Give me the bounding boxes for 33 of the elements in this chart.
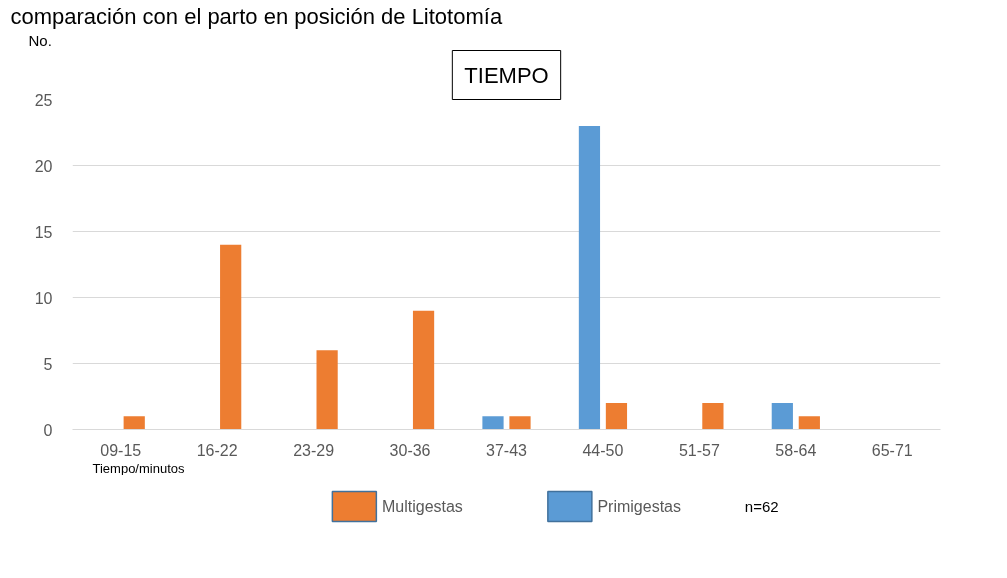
bar (509, 416, 531, 430)
x-tick-label: 30-36 (389, 441, 431, 459)
text: n=62 (744, 498, 779, 515)
y-axis-title: No. (28, 31, 52, 49)
bar (578, 125, 601, 430)
x-tick-label: 23-29 (293, 441, 335, 459)
x-tick-label: 16-22 (196, 441, 238, 459)
x-tick-label: 65-71 (871, 441, 913, 459)
x-tick-label: 51-57 (678, 441, 720, 459)
bar (702, 403, 724, 430)
bar (412, 310, 435, 430)
bar (482, 416, 504, 430)
y-tick-label: 5 (43, 355, 53, 373)
bar (798, 416, 820, 430)
bar (220, 244, 242, 430)
bar (605, 403, 628, 430)
chart-title: comparación con el parto en posición de Litotomía (10, 3, 503, 29)
x-axis-title: Tiempo/minutos (92, 460, 185, 476)
y-tick-label: 10 (34, 289, 53, 307)
x-tick-label: 44-50 (582, 441, 624, 459)
chart-subtitle: TIEMPO (464, 62, 549, 88)
y-tick-label: 25 (34, 91, 53, 109)
y-tick-label: 15 (34, 223, 53, 241)
legend-label: Primigestas (597, 498, 682, 515)
y-tick-label: 0 (43, 421, 53, 439)
x-tick-label: 09-15 (100, 441, 142, 459)
bar (123, 416, 145, 430)
x-tick-label: 37-43 (486, 441, 528, 459)
legend-label: Multigestas (381, 498, 463, 515)
y-tick-label: 20 (34, 157, 53, 175)
bar (316, 350, 338, 430)
bar (771, 403, 793, 430)
x-tick-label: 58-64 (775, 441, 817, 459)
